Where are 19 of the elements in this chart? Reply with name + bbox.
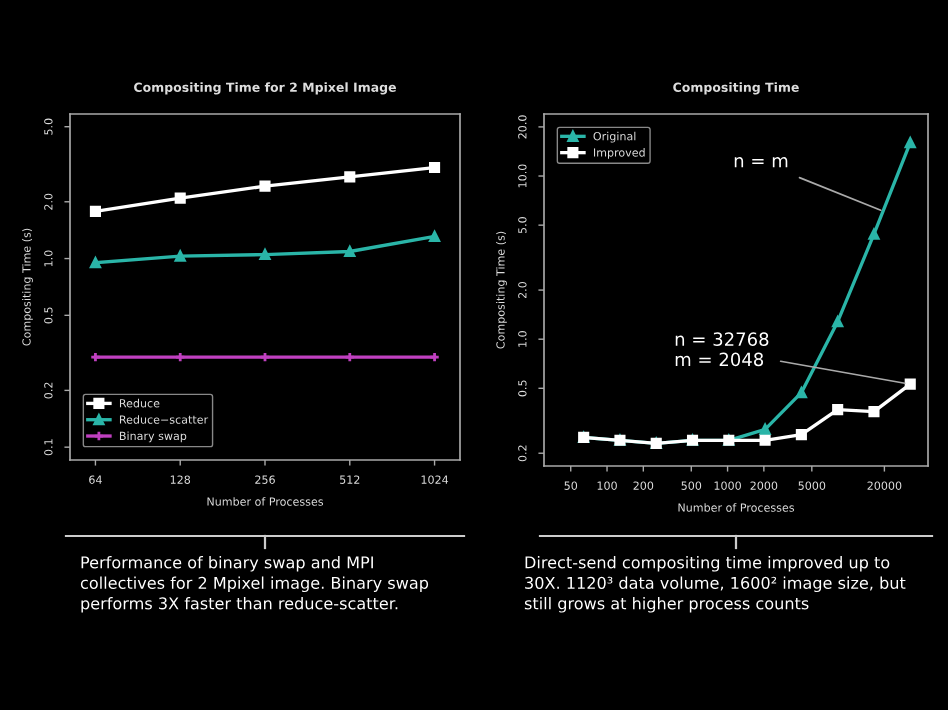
- annotation: n = 32768 m = 2048: [675, 332, 769, 367]
- point: [904, 378, 916, 390]
- point: [868, 406, 880, 418]
- point: [759, 434, 771, 446]
- point: [795, 429, 807, 441]
- point: [344, 245, 356, 258]
- point: [344, 171, 356, 183]
- point: [259, 180, 271, 192]
- text: Direct-send compositing time improved up to 30X. 1120³ data volume, 1600² image size, but still grows at higher process counts: [524, 556, 906, 613]
- point: [429, 161, 441, 174]
- point: [174, 192, 186, 204]
- point: [429, 230, 441, 242]
- point: [868, 228, 880, 240]
- point: [174, 250, 186, 262]
- annotation: n = m: [734, 157, 788, 168]
- point: [832, 404, 844, 416]
- point: [89, 205, 101, 217]
- point: [759, 423, 771, 435]
- text: Performance of binary swap and MPI collectives for 2 Mpixel image. Binary swap performs 3X faster than reduce-scatter.: [80, 556, 429, 613]
